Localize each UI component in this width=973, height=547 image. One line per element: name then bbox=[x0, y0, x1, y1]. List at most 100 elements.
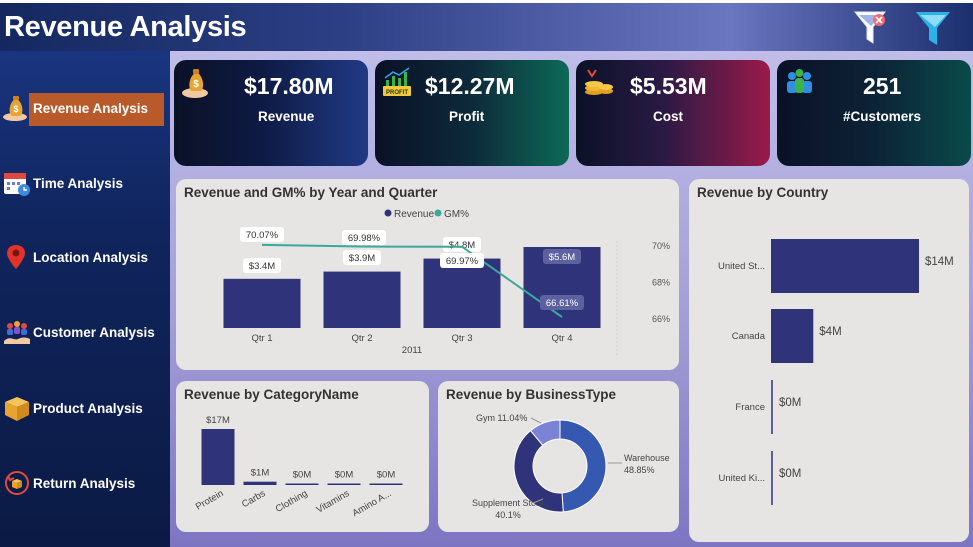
country-bar bbox=[771, 309, 814, 363]
revenue-category-panel[interactable]: Revenue by CategoryName $17M Protein $1M Ca… bbox=[176, 381, 429, 532]
kpi-value: $12.27M bbox=[425, 73, 515, 99]
country-data-label: $0M bbox=[779, 468, 801, 480]
header-bar: Revenue Analysis bbox=[0, 3, 973, 51]
return-box-icon bbox=[5, 471, 29, 495]
kpi-value: $17.80M bbox=[244, 73, 334, 99]
clear-filter-icon[interactable] bbox=[851, 8, 891, 48]
kpi-label: Revenue bbox=[258, 109, 315, 124]
chart-title: Revenue by CategoryName bbox=[184, 387, 359, 402]
nav-return-analysis[interactable]: Return Analysis bbox=[0, 466, 170, 502]
kpi-card-cost[interactable]: $5.53M Cost bbox=[576, 60, 770, 166]
donut-slice bbox=[529, 419, 561, 446]
nav-label: Location Analysis bbox=[33, 250, 149, 265]
revenue-country-chart: United St... $14M Canada $4M France $0M United… bbox=[718, 239, 954, 505]
chart-title: Revenue and GM% by Year and Quarter bbox=[184, 185, 438, 200]
category-bar bbox=[327, 483, 361, 485]
revenue-data-label: $3.4M bbox=[249, 261, 275, 272]
revenue-business-panel[interactable]: Revenue by BusinessType Warehouse 48.85% S… bbox=[438, 381, 679, 532]
box-icon bbox=[5, 397, 29, 421]
kpi-value: 251 bbox=[863, 73, 902, 99]
slice-name-label: Warehouse bbox=[624, 453, 670, 463]
coins-icon bbox=[585, 69, 613, 95]
nav-product-analysis[interactable]: Product Analysis bbox=[0, 391, 170, 427]
gm-data-label: 69.97% bbox=[446, 256, 479, 267]
y2-tick-label: 68% bbox=[652, 278, 670, 288]
nav-label: Time Analysis bbox=[33, 176, 124, 191]
revenue-data-label: $3.9M bbox=[349, 253, 375, 264]
nav-location-analysis[interactable]: Location Analysis bbox=[0, 240, 170, 276]
nav-label: Revenue Analysis bbox=[33, 101, 149, 116]
x-tick-label: Qtr 2 bbox=[351, 333, 372, 344]
filter-icon[interactable] bbox=[913, 8, 953, 48]
donut-slice bbox=[559, 419, 607, 513]
kpi-label: Profit bbox=[449, 109, 485, 124]
country-bar bbox=[771, 239, 919, 293]
people-icon bbox=[787, 69, 812, 93]
revenue-data-label: $4.8M bbox=[449, 240, 475, 251]
money-bag-icon: $ bbox=[3, 96, 27, 121]
y-tick-label: France bbox=[735, 402, 765, 413]
gm-data-label: 69.98% bbox=[348, 233, 381, 244]
nav-time-analysis[interactable]: Time Analysis bbox=[0, 166, 170, 202]
kpi-label: Cost bbox=[653, 109, 683, 124]
legend-label-gm: GM% bbox=[444, 209, 469, 220]
category-data-label: $0M bbox=[335, 470, 354, 481]
x-tick-label: Qtr 1 bbox=[251, 333, 272, 344]
slice-leader-line bbox=[530, 417, 542, 424]
gm-line bbox=[261, 243, 563, 318]
slice-name-label: Gym 11.04% bbox=[476, 413, 527, 423]
sidebar: $ Revenue Analysis Time Analysis Locatio… bbox=[0, 51, 170, 547]
x-tick-label: Vitamins bbox=[315, 488, 352, 516]
svg-text:$: $ bbox=[13, 104, 18, 114]
svg-text:PROFIT: PROFIT bbox=[386, 90, 408, 96]
x-tick-label: Carbs bbox=[240, 488, 268, 510]
money-bag-icon: $ bbox=[182, 69, 208, 98]
gm-data-label: 70.07% bbox=[246, 230, 279, 241]
svg-text:$: $ bbox=[193, 79, 199, 90]
category-data-label: $1M bbox=[251, 468, 270, 479]
chart-title: Revenue by Country bbox=[697, 185, 829, 200]
revenue-category-chart: $17MProtein$1MCarbs$0MClothing$0MVitamin… bbox=[194, 415, 403, 519]
nav-label: Product Analysis bbox=[33, 401, 143, 416]
calendar-icon bbox=[4, 173, 30, 196]
revenue-data-label-bg bbox=[543, 249, 581, 264]
category-data-label: $0M bbox=[377, 470, 396, 481]
country-data-label: $14M bbox=[925, 256, 954, 268]
y-tick-label: United Ki... bbox=[719, 473, 765, 484]
x-tick-label: Clothing bbox=[274, 488, 310, 515]
revenue-gm-panel[interactable]: Revenue and GM% by Year and Quarter Reve… bbox=[176, 179, 679, 370]
main-canvas: $ $17.80M Revenue PROFIT $12.27M Profit … bbox=[170, 51, 973, 547]
revenue-country-panel[interactable]: Revenue by Country United St... $14M Canad… bbox=[689, 179, 969, 542]
legend-marker-gm bbox=[434, 209, 442, 217]
kpi-card-revenue[interactable]: $ $17.80M Revenue bbox=[174, 60, 368, 166]
gm-data-label-bg bbox=[342, 230, 386, 245]
gm-data-label-bg bbox=[240, 227, 284, 242]
revenue-bar bbox=[223, 278, 301, 328]
nav-customer-analysis[interactable]: Customer Analysis bbox=[0, 315, 170, 351]
kpi-card-customers[interactable]: 251 #Customers bbox=[777, 60, 971, 166]
revenue-data-label-bg bbox=[443, 237, 481, 252]
category-bar bbox=[369, 483, 403, 485]
country-data-label: $4M bbox=[819, 326, 841, 338]
revenue-data-label: $5.6M bbox=[549, 252, 575, 263]
category-data-label: $17M bbox=[206, 415, 230, 426]
x-tick-label: Qtr 3 bbox=[451, 333, 472, 344]
x-tick-label: Amino A... bbox=[350, 488, 393, 519]
page-title: Revenue Analysis bbox=[4, 11, 247, 43]
nav-revenue-analysis[interactable]: $ Revenue Analysis bbox=[0, 91, 170, 127]
revenue-bar bbox=[423, 258, 501, 328]
slice-name-label: Supplement Store bbox=[472, 498, 544, 508]
kpi-value: $5.53M bbox=[630, 73, 707, 99]
revenue-business-chart: Warehouse 48.85% Supplement Store 40.1% Gym … bbox=[472, 413, 670, 520]
gm-data-label-bg bbox=[540, 295, 584, 310]
slice-value-label: 48.85% bbox=[624, 465, 655, 475]
category-data-label: $0M bbox=[293, 470, 312, 481]
category-bar bbox=[243, 481, 277, 485]
y-tick-label: Canada bbox=[732, 331, 766, 342]
nav-label: Return Analysis bbox=[33, 476, 136, 491]
kpi-card-profit[interactable]: PROFIT $12.27M Profit bbox=[375, 60, 569, 166]
gm-data-label: 66.61% bbox=[546, 298, 579, 309]
chart-title: Revenue by BusinessType bbox=[446, 387, 617, 402]
y-tick-label: United St... bbox=[718, 261, 765, 272]
country-data-label: $0M bbox=[779, 397, 801, 409]
